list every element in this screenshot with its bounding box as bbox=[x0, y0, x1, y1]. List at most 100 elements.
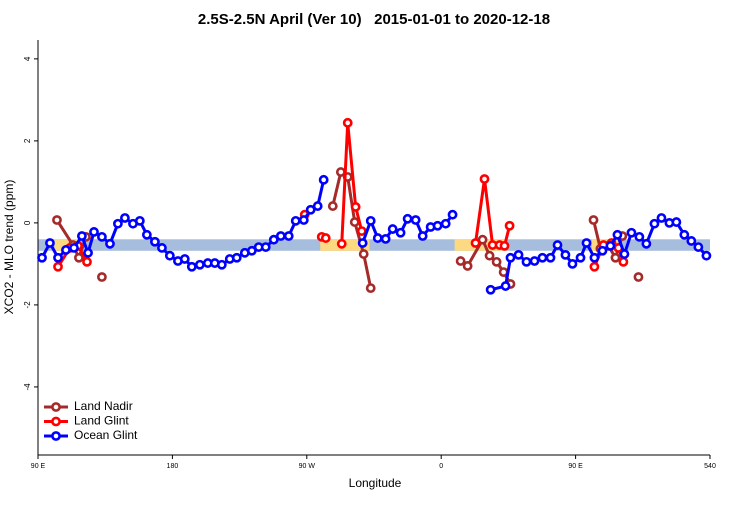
data-point bbox=[335, 167, 346, 177]
data-point bbox=[588, 215, 599, 225]
legend-marker bbox=[51, 402, 61, 412]
x-axis-label: Longitude bbox=[349, 476, 402, 490]
x-tick-label: 90 W bbox=[299, 463, 316, 470]
data-point bbox=[440, 218, 451, 229]
data-point bbox=[447, 209, 458, 220]
data-point bbox=[268, 234, 279, 245]
y-tick-label: -4 bbox=[23, 383, 32, 391]
data-point bbox=[186, 261, 197, 272]
data-point bbox=[357, 238, 368, 248]
data-point bbox=[649, 218, 660, 229]
data-point bbox=[157, 243, 167, 253]
data-point bbox=[671, 217, 682, 227]
data-point bbox=[462, 261, 473, 271]
data-point bbox=[327, 201, 338, 211]
data-point bbox=[612, 229, 623, 240]
data-point bbox=[179, 254, 190, 264]
data-point bbox=[77, 231, 87, 241]
y-tick-label: 2 bbox=[23, 138, 32, 143]
data-point bbox=[455, 256, 466, 266]
data-point bbox=[290, 215, 301, 226]
data-point bbox=[545, 252, 556, 263]
data-point bbox=[693, 242, 704, 252]
data-point bbox=[194, 259, 205, 270]
data-point bbox=[485, 284, 496, 295]
data-point bbox=[150, 236, 160, 247]
data-point bbox=[312, 201, 323, 211]
data-point bbox=[45, 238, 55, 248]
x-tick-label: 540 bbox=[704, 463, 716, 470]
x-tick-label: 90 E bbox=[31, 463, 46, 470]
data-point bbox=[521, 256, 532, 267]
data-point bbox=[120, 213, 130, 223]
data-point bbox=[83, 247, 93, 258]
data-point bbox=[61, 245, 71, 255]
legend-label: Land Nadir bbox=[74, 399, 133, 413]
data-point bbox=[701, 250, 712, 261]
reference-band bbox=[38, 239, 710, 251]
data-point bbox=[350, 202, 361, 212]
data-point bbox=[105, 238, 115, 249]
data-point bbox=[53, 252, 63, 263]
data-point bbox=[479, 174, 490, 184]
data-point bbox=[336, 238, 347, 249]
data-point bbox=[97, 231, 107, 242]
data-point bbox=[626, 227, 637, 238]
data-point bbox=[298, 215, 309, 225]
x-tick-label: 180 bbox=[167, 463, 179, 470]
data-point bbox=[141, 229, 152, 240]
data-point bbox=[567, 259, 578, 269]
legend-marker bbox=[51, 431, 61, 441]
data-point bbox=[134, 215, 145, 226]
data-point bbox=[37, 252, 47, 263]
x-tick-label: 90 E bbox=[568, 463, 583, 470]
data-point bbox=[216, 259, 227, 270]
data-point bbox=[529, 256, 540, 266]
data-point bbox=[641, 238, 652, 249]
data-point bbox=[656, 213, 667, 223]
data-point bbox=[164, 250, 175, 261]
data-point bbox=[610, 252, 621, 263]
data-point bbox=[356, 226, 367, 236]
legend-label: Ocean Glint bbox=[74, 428, 138, 442]
y-axis-label: XCO2 - MLO trend (ppm) bbox=[2, 180, 16, 315]
data-point bbox=[589, 261, 600, 272]
data-point bbox=[69, 243, 79, 253]
data-point bbox=[589, 252, 600, 263]
data-point bbox=[283, 231, 294, 241]
data-point bbox=[402, 213, 413, 224]
data-point bbox=[605, 240, 616, 251]
data-point bbox=[349, 217, 360, 227]
data-point bbox=[619, 249, 630, 259]
axes-layer: 4 2 0 -2 -4 90 E 180 90 W 0 90 E 540 bbox=[23, 40, 716, 470]
data-point bbox=[513, 249, 524, 260]
data-point bbox=[112, 218, 123, 229]
data-point bbox=[260, 242, 271, 252]
data-point bbox=[634, 231, 645, 242]
data-point bbox=[410, 215, 421, 225]
data-point bbox=[417, 231, 428, 241]
series-line bbox=[340, 122, 364, 244]
data-point bbox=[372, 233, 383, 243]
data-point bbox=[231, 252, 242, 263]
data-point bbox=[52, 215, 62, 225]
data-point bbox=[53, 261, 63, 272]
data-point bbox=[537, 252, 548, 263]
data-point bbox=[504, 220, 515, 231]
data-point bbox=[560, 249, 571, 260]
y-tick-label: 0 bbox=[23, 220, 32, 225]
data-point bbox=[484, 250, 495, 261]
chart-title: 2.5S-2.5N April (Ver 10) 2015-01-01 to 2… bbox=[198, 11, 550, 28]
data-point bbox=[246, 245, 257, 256]
data-point bbox=[432, 220, 443, 231]
data-point bbox=[342, 117, 353, 128]
data-point bbox=[74, 252, 84, 263]
data-point bbox=[597, 245, 608, 256]
data-point bbox=[618, 256, 629, 267]
data-point bbox=[89, 227, 99, 237]
data-point bbox=[491, 256, 502, 267]
data-point bbox=[305, 204, 316, 215]
data-point bbox=[575, 252, 586, 263]
data-point bbox=[470, 238, 481, 248]
